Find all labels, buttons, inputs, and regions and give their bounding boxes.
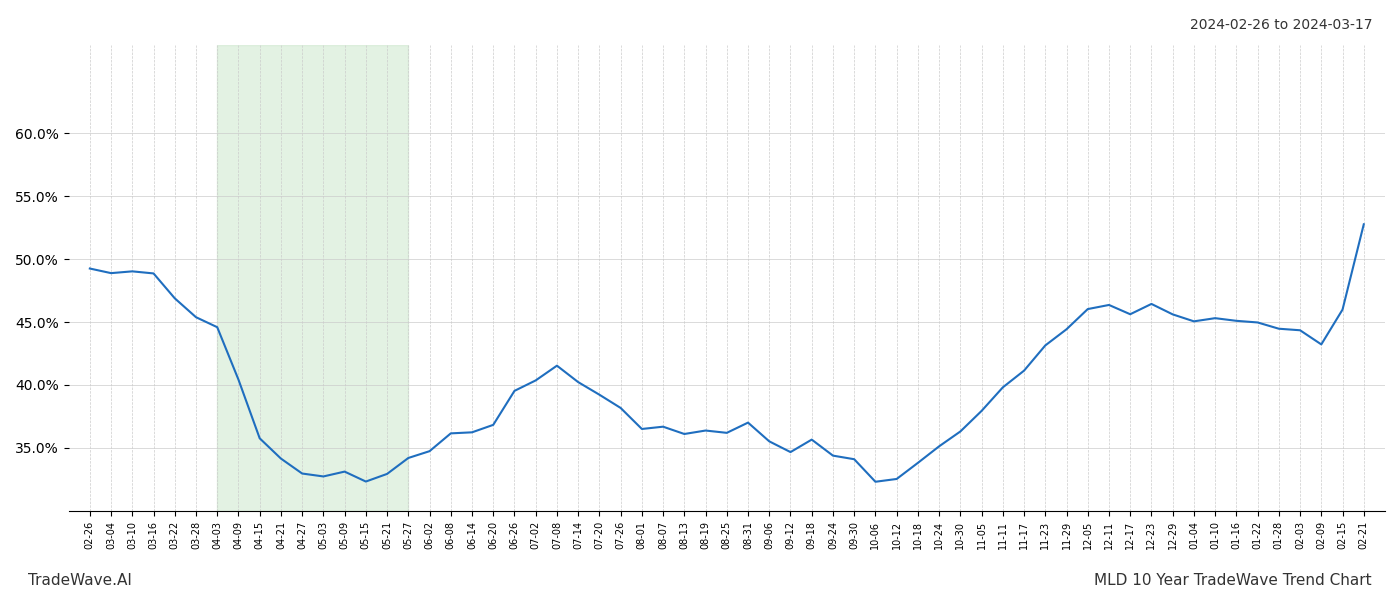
Text: 2024-02-26 to 2024-03-17: 2024-02-26 to 2024-03-17 bbox=[1190, 18, 1372, 32]
Text: TradeWave.AI: TradeWave.AI bbox=[28, 573, 132, 588]
Bar bbox=[217, 45, 409, 511]
Text: MLD 10 Year TradeWave Trend Chart: MLD 10 Year TradeWave Trend Chart bbox=[1095, 573, 1372, 588]
